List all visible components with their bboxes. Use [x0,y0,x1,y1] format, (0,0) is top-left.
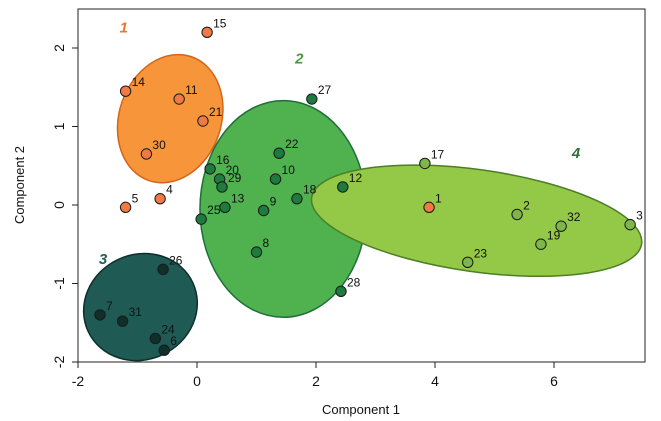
cluster-label-4: 4 [571,145,581,162]
data-point-19 [535,238,547,250]
data-point-31 [116,315,129,327]
x-tick-label-1: 0 [193,373,201,389]
cluster-ellipses [82,53,643,362]
point-label-20: 20 [226,163,240,177]
point-label-14: 14 [132,75,146,89]
cluster-ellipse-4 [310,164,643,278]
point-label-18: 18 [303,183,317,197]
x-tick-label-0: -2 [72,373,85,389]
data-point-16 [204,163,216,175]
y-tick-label-3: 1 [51,122,67,130]
cluster-label-3: 3 [99,251,108,268]
y-tick-label-4: 2 [51,44,67,52]
x-tick-label-4: 6 [550,373,558,389]
data-point-15 [201,26,213,38]
point-label-10: 10 [282,163,296,177]
data-point-12 [337,181,349,193]
point-label-27: 27 [318,83,332,97]
data-point-7 [94,309,106,321]
data-point-28 [335,285,347,298]
data-point-14 [119,85,132,97]
data-point-9 [257,204,270,217]
data-point-18 [291,193,303,205]
point-label-26: 26 [169,253,183,267]
point-label-28: 28 [347,275,361,289]
point-label-5: 5 [132,191,139,205]
point-label-19: 19 [547,228,561,242]
point-label-6: 6 [170,334,177,348]
data-point-26 [157,263,169,276]
point-label-15: 15 [213,16,227,30]
plot-frame [77,8,646,363]
point-label-25: 25 [207,203,221,217]
point-label-13: 13 [231,191,245,205]
point-label-7: 7 [106,299,113,313]
cluster-label-2: 2 [294,51,304,68]
point-label-8: 8 [263,236,270,250]
point-label-21: 21 [209,105,223,119]
x-axis-title: Component 1 [322,402,400,417]
point-label-32: 32 [567,210,581,224]
y-tick-label-2: 0 [51,201,67,209]
data-point-17 [419,157,431,170]
point-label-1: 1 [435,191,442,205]
data-point-3 [624,218,636,231]
point-label-2: 2 [523,198,530,212]
point-label-12: 12 [349,171,363,185]
point-label-24: 24 [161,322,175,336]
point-label-30: 30 [152,138,166,152]
data-point-24 [149,332,162,345]
cluster-label-1: 1 [120,19,128,36]
x-tick-label-3: 4 [431,373,439,389]
data-point-30 [140,148,153,160]
data-point-29 [216,181,228,193]
point-label-3: 3 [636,209,643,223]
data-point-10 [269,173,282,185]
point-label-29: 29 [228,171,242,185]
data-point-27 [306,93,318,105]
y-tick-label-1: -1 [51,277,67,290]
point-label-31: 31 [129,305,143,319]
data-point-4 [154,193,166,205]
data-point-1 [423,201,435,214]
point-label-11: 11 [185,83,198,97]
point-label-22: 22 [285,137,299,151]
y-axis-title: Component 2 [12,146,27,224]
point-label-23: 23 [474,246,488,260]
data-point-2 [511,208,523,221]
data-point-11 [173,93,185,105]
data-point-13 [219,201,231,214]
data-point-5 [119,201,132,214]
point-label-16: 16 [216,153,230,167]
point-label-9: 9 [270,194,277,208]
data-point-32 [555,220,567,232]
data-point-21 [197,115,209,127]
point-label-4: 4 [166,183,173,197]
point-label-17: 17 [431,147,445,161]
data-point-22 [273,147,285,159]
y-tick-label-0: -2 [51,356,67,369]
data-point-6 [158,344,170,356]
data-point-23 [462,256,474,269]
x-tick-label-2: 2 [312,373,320,389]
data-point-8 [250,246,263,258]
data-point-25 [195,213,207,225]
